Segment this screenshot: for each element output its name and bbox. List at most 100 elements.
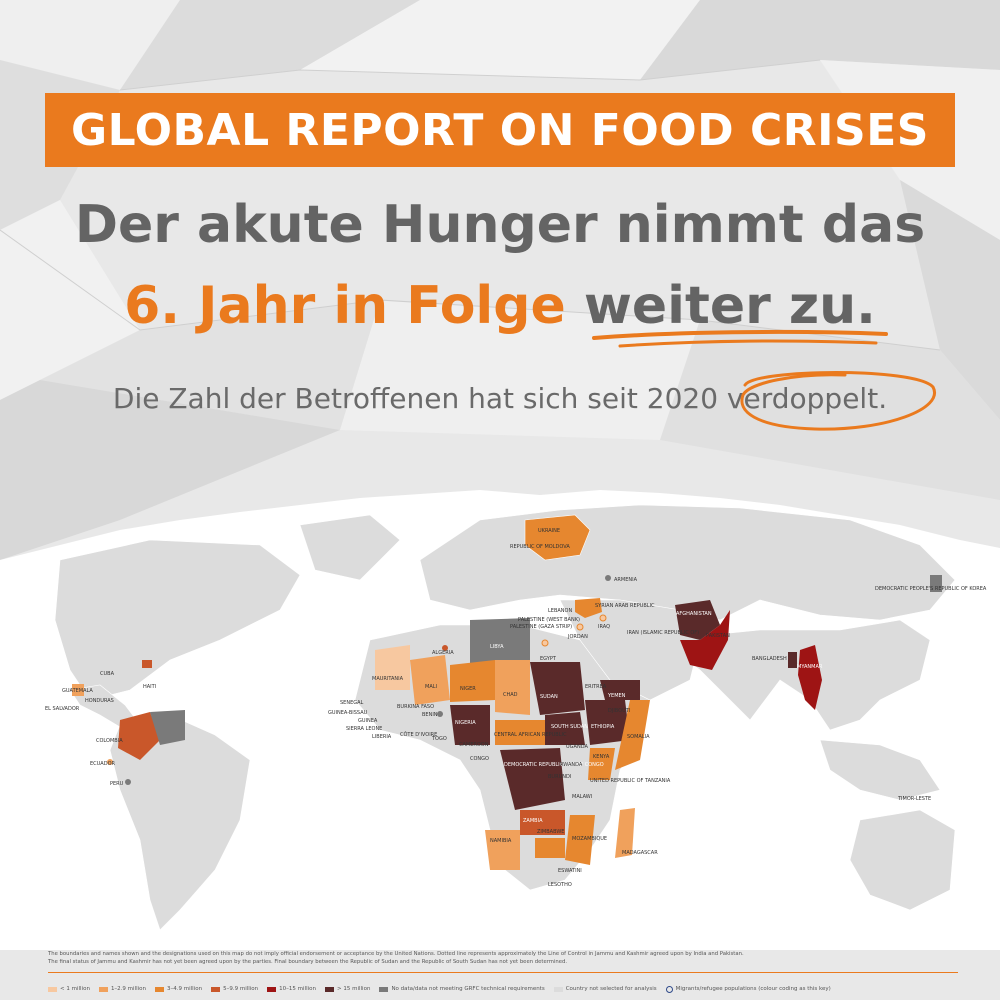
legend-item: No data/data not meeting GRFC technical … bbox=[379, 986, 545, 992]
label-djibouti: DJIBOUTI bbox=[608, 708, 630, 714]
label-congo: CONGO bbox=[470, 756, 489, 762]
label-south-sudan: SOUTH SUDAN bbox=[551, 724, 588, 730]
haiti-shape bbox=[142, 660, 152, 668]
label-eritrea: ERITREA bbox=[585, 684, 607, 690]
mauritania-shape bbox=[375, 645, 410, 690]
refugee-marker bbox=[599, 614, 607, 622]
south-america bbox=[109, 714, 251, 931]
label-moldova: REPUBLIC OF MOLDOVA bbox=[510, 544, 570, 550]
niger-shape bbox=[450, 660, 495, 702]
label-afghanistan: AFGHANISTAN bbox=[676, 611, 712, 617]
refugee-marker bbox=[576, 623, 584, 631]
legend-label: Migrants/refugee populations (colour cod… bbox=[675, 986, 831, 992]
world-food-crisis-map: UKRAINE REPUBLIC OF MOLDOVA ARMENIA DEMO… bbox=[0, 490, 1000, 950]
subline: Die Zahl der Betroffenen hat sich seit 2… bbox=[112, 382, 888, 415]
syria-shape bbox=[575, 598, 602, 618]
map-disclaimer: The boundaries and names shown and the d… bbox=[48, 950, 958, 966]
label-senegal: SENEGAL bbox=[340, 700, 364, 706]
label-cuba: CUBA bbox=[100, 671, 115, 677]
label-lebanon: LEBANON bbox=[548, 608, 572, 614]
label-liberia: LIBERIA bbox=[372, 734, 392, 740]
drc-shape bbox=[500, 748, 565, 810]
north-america bbox=[54, 539, 301, 701]
label-ethiopia: ETHIOPIA bbox=[591, 724, 615, 730]
label-guinea: GUINEA bbox=[358, 718, 378, 724]
legend-swatch bbox=[211, 986, 221, 992]
refugee-marker bbox=[605, 575, 611, 581]
refugee-marker bbox=[437, 711, 443, 717]
label-yemen: YEMEN bbox=[607, 693, 626, 699]
label-mali: MALI bbox=[425, 684, 437, 690]
legend-swatch bbox=[48, 986, 57, 992]
label-cameroon: CAMEROON bbox=[459, 742, 489, 748]
myanmar-shape bbox=[798, 645, 822, 710]
map-legend: < 1 million 1–2.9 million 3–4.9 million … bbox=[48, 983, 958, 995]
refugee-marker bbox=[125, 779, 131, 785]
label-car: CENTRAL AFRICAN REPUBLIC bbox=[494, 732, 567, 738]
label-timor-leste: TIMOR-LESTE bbox=[897, 796, 931, 802]
refugee-marker bbox=[541, 639, 549, 647]
label-honduras: HONDURAS bbox=[85, 698, 114, 704]
venezuela-shape bbox=[150, 710, 185, 745]
se-asia-islands bbox=[819, 739, 941, 801]
guatemala-shape bbox=[72, 684, 84, 696]
mali-shape bbox=[410, 655, 450, 705]
label-tanzania: UNITED REPUBLIC OF TANZANIA bbox=[590, 778, 671, 784]
label-el-salvador: EL SALVADOR bbox=[45, 706, 80, 712]
legend-label: 1–2.9 million bbox=[110, 986, 147, 992]
legend-label: > 15 million bbox=[337, 986, 371, 992]
label-mozambique: MOZAMBIQUE bbox=[572, 836, 607, 842]
legend-swatch bbox=[553, 986, 563, 992]
namibia-shape bbox=[485, 830, 520, 870]
label-benin: BENIN bbox=[422, 712, 438, 718]
report-title-banner: GLOBAL REPORT ON FOOD CRISES bbox=[45, 93, 955, 167]
label-palestine-gaza: PALESTINE (GAZA STRIP) bbox=[510, 624, 572, 630]
ring-icon bbox=[665, 985, 673, 993]
legend-divider bbox=[48, 972, 958, 973]
label-burundi: BURUNDI bbox=[548, 774, 571, 780]
legend-item: 10–15 million bbox=[267, 986, 316, 992]
headline-rest: weiter zu. bbox=[583, 276, 876, 336]
mozambique-shape bbox=[565, 815, 595, 865]
car-shape bbox=[495, 720, 545, 745]
label-drc: DEMOCRATIC REPUBLIC OF THE CONGO bbox=[504, 762, 604, 768]
dprk-shape bbox=[930, 575, 942, 592]
headline-line-2: 6. Jahr in Folge weiter zu. bbox=[0, 276, 1000, 336]
legend-label: No data/data not meeting GRFC technical … bbox=[391, 986, 545, 992]
label-libya: LIBYA bbox=[490, 644, 504, 650]
yemen-shape bbox=[600, 680, 640, 700]
disclaimer-line-2: The final status of Jammu and Kashmir ha… bbox=[48, 959, 568, 965]
label-armenia: ARMENIA bbox=[614, 577, 638, 583]
label-uganda: UGANDA bbox=[566, 744, 588, 750]
label-cote-divoire: CÔTE D'IVOIRE bbox=[400, 731, 437, 738]
label-peru: PERU bbox=[110, 781, 124, 787]
label-sudan: SUDAN bbox=[540, 694, 558, 700]
refugee-marker bbox=[107, 759, 113, 765]
label-nigeria: NIGERIA bbox=[455, 720, 476, 726]
legend-label: 5–9.9 million bbox=[223, 986, 259, 992]
label-zimbabwe: ZIMBABWE bbox=[537, 829, 564, 835]
south-sudan-shape bbox=[545, 712, 585, 745]
legend-label: 3–4.9 million bbox=[167, 986, 203, 992]
label-lesotho: LESOTHO bbox=[548, 882, 572, 888]
legend-item: < 1 million bbox=[48, 986, 90, 992]
tanzania-shape bbox=[565, 782, 600, 815]
disclaimer-line-1: The boundaries and names shown and the d… bbox=[48, 951, 744, 957]
label-chad: CHAD bbox=[503, 692, 518, 698]
label-mauritania: MAURITANIA bbox=[372, 676, 404, 682]
label-malawi: MALAWI bbox=[572, 794, 592, 800]
label-colombia: COLOMBIA bbox=[96, 738, 123, 744]
libya-shape bbox=[470, 618, 530, 665]
label-kenya: KENYA bbox=[593, 754, 610, 760]
madagascar-shape bbox=[615, 808, 635, 858]
greenland bbox=[299, 514, 401, 581]
legend-item: 5–9.9 million bbox=[211, 986, 258, 992]
legend-item: Country not selected for analysis bbox=[553, 986, 657, 992]
asia-south-east bbox=[659, 619, 931, 731]
label-jordan: JORDAN bbox=[567, 634, 588, 640]
middle-east-base bbox=[559, 599, 701, 701]
hand-drawn-underline bbox=[592, 329, 888, 348]
legend-swatch bbox=[325, 986, 334, 992]
label-zambia: ZAMBIA bbox=[523, 818, 543, 824]
label-namibia: NAMIBIA bbox=[490, 838, 512, 844]
